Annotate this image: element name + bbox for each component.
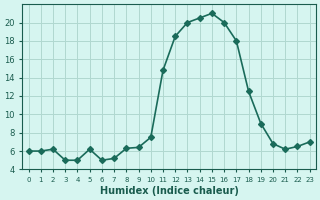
X-axis label: Humidex (Indice chaleur): Humidex (Indice chaleur) [100,186,239,196]
